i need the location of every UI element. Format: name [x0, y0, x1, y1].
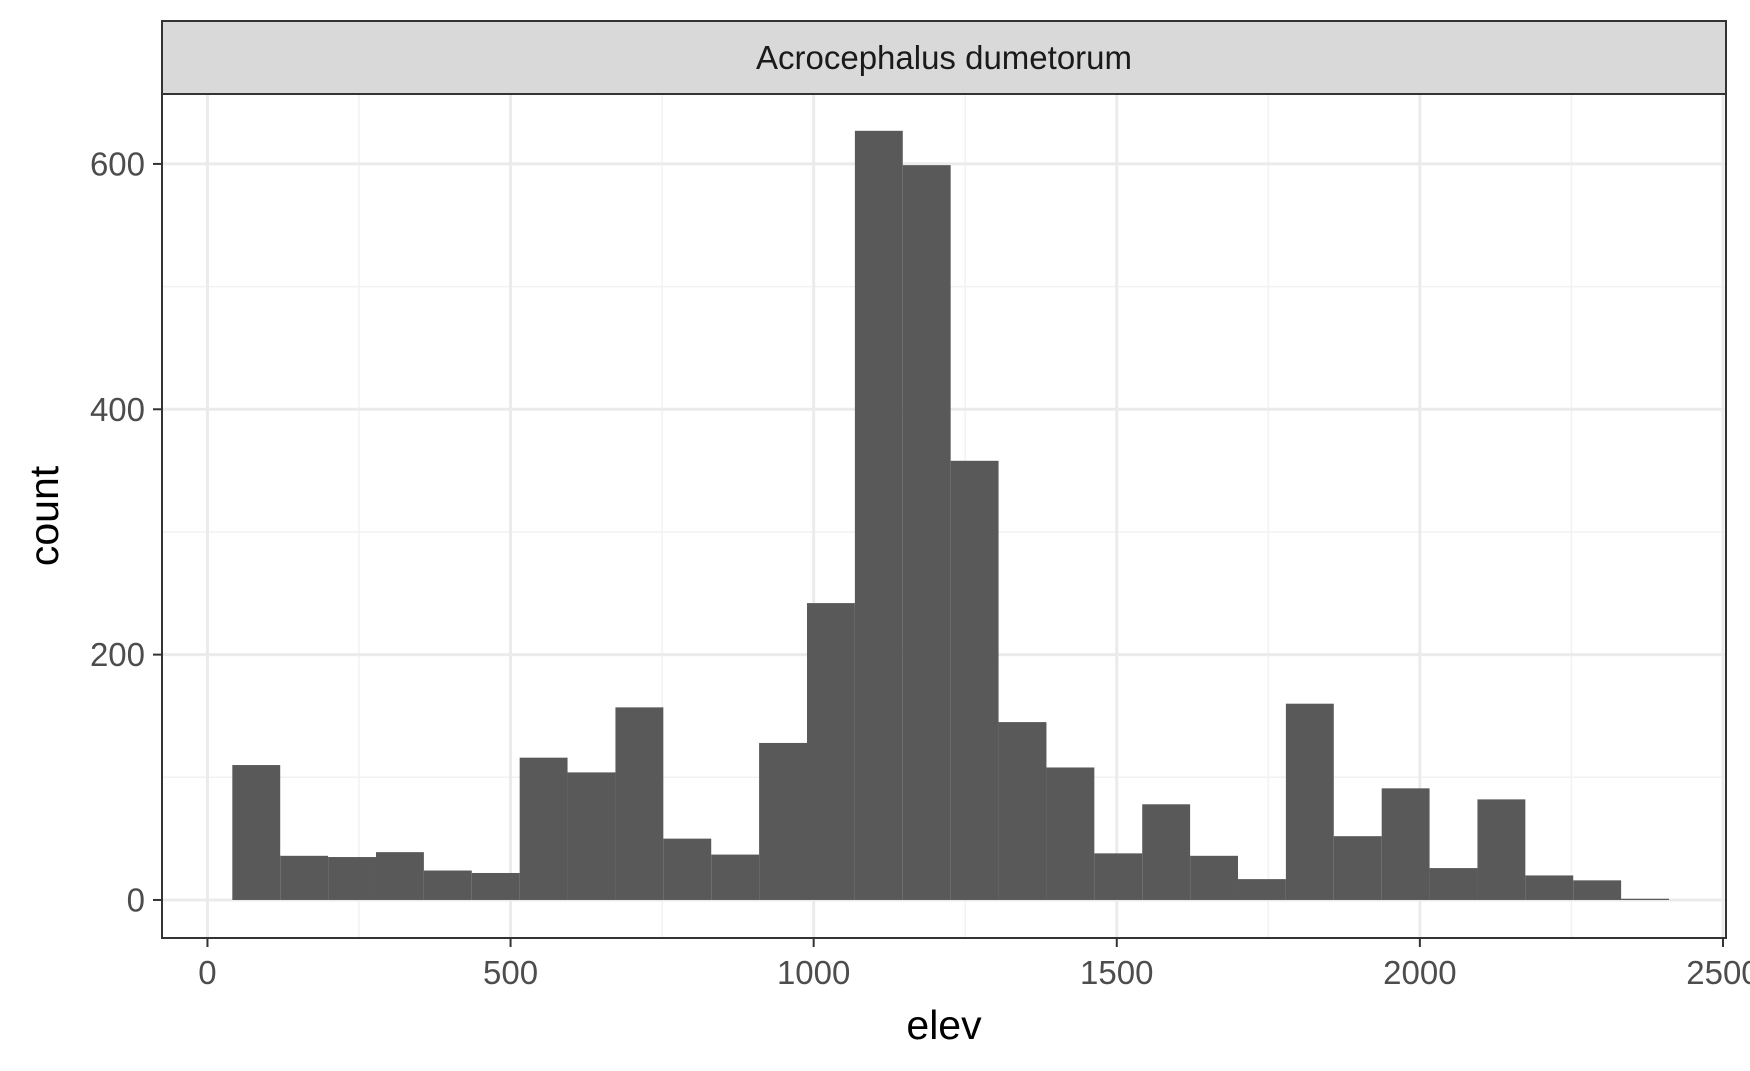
histogram-bar	[1477, 799, 1526, 900]
histogram-bar	[1285, 703, 1334, 900]
y-tick-label: 0	[127, 881, 145, 918]
x-tick-label: 1000	[777, 954, 850, 991]
histogram-bar	[1142, 804, 1191, 900]
histogram-bar	[232, 765, 281, 900]
histogram-bar	[1238, 879, 1286, 900]
histogram-bar	[1573, 880, 1622, 900]
facet-strip-label: Acrocephalus dumetorum	[756, 39, 1132, 76]
histogram-bar	[567, 772, 616, 900]
histogram-bar	[854, 130, 903, 900]
histogram-bar	[759, 742, 807, 900]
histogram-bar	[950, 460, 999, 900]
x-tick-label: 1500	[1080, 954, 1153, 991]
histogram-bar	[902, 165, 951, 900]
histogram-bar	[1621, 898, 1670, 900]
histogram-bar	[519, 757, 568, 900]
x-axis-title: elev	[906, 1002, 982, 1048]
y-tick-label: 400	[90, 391, 145, 428]
histogram-bar	[1381, 788, 1430, 900]
histogram-bar	[280, 855, 329, 900]
histogram-bar	[615, 707, 664, 900]
histogram-bar	[1429, 868, 1478, 900]
y-tick-label: 200	[90, 636, 145, 673]
histogram-bar	[1190, 855, 1239, 900]
y-axis-ticks: 0 200 400 600	[90, 145, 162, 918]
x-tick-label: 0	[198, 954, 216, 991]
facet-strip	[161, 20, 1727, 95]
x-tick-label: 500	[483, 954, 538, 991]
y-tick-label: 600	[90, 145, 145, 182]
histogram-bar	[806, 603, 855, 900]
histogram-bar	[1333, 836, 1382, 900]
y-axis-title: count	[21, 465, 67, 566]
histogram-bar	[711, 854, 760, 900]
histogram-bar	[375, 852, 424, 900]
histogram-bar	[1046, 767, 1095, 900]
histogram-bar	[328, 857, 376, 900]
histogram-bar	[471, 872, 520, 900]
histogram-bar	[663, 838, 712, 900]
x-tick-label: 2000	[1383, 954, 1456, 991]
histogram-bar	[998, 722, 1047, 900]
histogram-bar	[423, 870, 472, 900]
histogram-bars	[232, 130, 1670, 900]
histogram-bar	[1094, 853, 1143, 900]
histogram-bar	[1525, 875, 1574, 900]
